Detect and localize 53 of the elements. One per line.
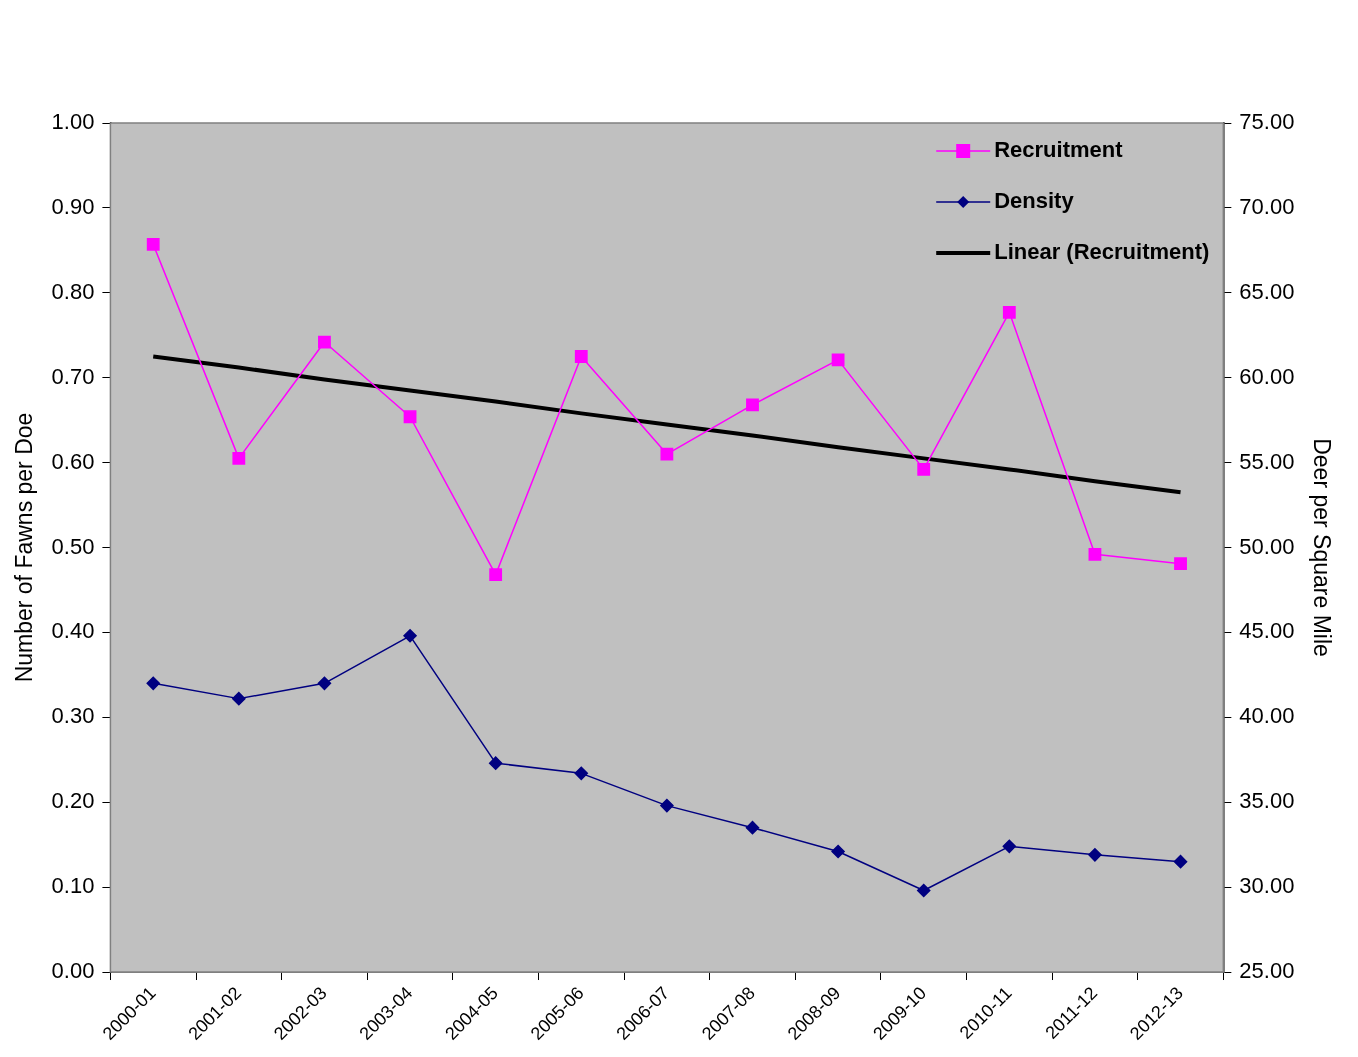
y-tick-label: 0.10: [51, 873, 95, 899]
point: [1088, 547, 1102, 561]
point: [1173, 854, 1188, 869]
y2-tick-label: 40.00: [1239, 703, 1295, 729]
y2-tick-label: 70.00: [1239, 193, 1295, 219]
y2-tick-label: 60.00: [1239, 363, 1295, 389]
point: [318, 335, 331, 349]
y2-tick-label: 35.00: [1239, 788, 1295, 814]
point: [403, 629, 417, 643]
y2-axis-title: Deer per Square Mile: [1308, 438, 1335, 657]
point: [917, 462, 931, 476]
point: [1002, 839, 1017, 854]
y2-tick-label: 30.00: [1239, 873, 1295, 899]
legend-label: Linear (Recruitment): [994, 239, 1210, 265]
point: [317, 676, 332, 691]
y-tick-label: 0.50: [51, 533, 95, 559]
y-tick-label: 0.30: [51, 703, 95, 729]
y2-tick-label: 55.00: [1239, 448, 1295, 474]
point: [232, 451, 246, 465]
point: [489, 568, 503, 582]
point: [232, 691, 246, 706]
point: [831, 844, 845, 859]
y-tick-label: 0.60: [51, 448, 95, 474]
point: [488, 756, 503, 770]
y-tick-label: 0.20: [51, 788, 95, 814]
y-tick-label: 0.90: [51, 193, 95, 219]
y-axis-title: Number of Fawns per Doe: [11, 412, 38, 683]
point: [574, 350, 588, 363]
legend-label: Recruitment: [994, 137, 1124, 163]
point: [745, 820, 760, 835]
y-tick-label: 0.00: [51, 958, 95, 984]
point: [916, 883, 931, 898]
point: [831, 353, 845, 367]
y-tick-label: 1.00: [51, 109, 95, 135]
point: [1088, 848, 1102, 862]
y2-tick-label: 65.00: [1239, 278, 1295, 304]
y-tick-label: 0.70: [51, 363, 95, 389]
point: [1174, 557, 1187, 571]
point: [660, 447, 674, 461]
y2-tick-label: 45.00: [1239, 618, 1295, 644]
y2-tick-label: 75.00: [1239, 109, 1295, 135]
legend-label: Density: [994, 188, 1075, 214]
y-tick-label: 0.80: [51, 278, 95, 304]
point: [403, 410, 417, 424]
y-tick-label: 0.40: [51, 618, 95, 644]
y2-tick-label: 25.00: [1239, 958, 1295, 984]
point: [660, 798, 674, 813]
point: [146, 676, 160, 691]
point: [746, 398, 759, 412]
point: [574, 766, 589, 781]
y2-tick-label: 50.00: [1239, 533, 1295, 559]
point: [1002, 305, 1016, 319]
point: [146, 238, 160, 251]
